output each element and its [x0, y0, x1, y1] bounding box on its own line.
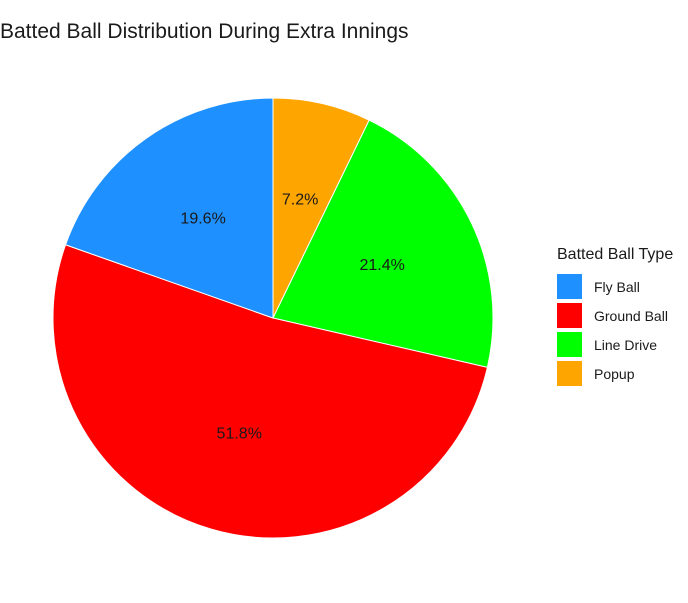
- legend-title: Batted Ball Type: [557, 246, 674, 263]
- pie-slice-fly-ball: [64, 97, 274, 319]
- pie-slice-popup: [272, 97, 370, 319]
- legend-swatch: [557, 361, 582, 386]
- legend-item-line-drive: Line Drive: [557, 330, 673, 359]
- legend: Batted Ball Type Fly Ball Ground Ball Line…: [557, 246, 673, 388]
- pie-slices: [52, 97, 494, 539]
- legend-items: Fly Ball Ground Ball Line Drive Popup: [557, 272, 673, 388]
- pie-slice-ground-ball: [52, 244, 488, 539]
- chart-title: Batted Ball Distribution During Extra In…: [0, 20, 409, 43]
- legend-label: Fly Ball: [594, 278, 640, 295]
- pie-label-ground-ball: 51.8%: [217, 425, 262, 442]
- legend-item-fly-ball: Fly Ball: [557, 272, 673, 301]
- legend-swatch: [557, 303, 582, 328]
- pie-label-fly-ball: 19.6%: [180, 210, 225, 227]
- legend-swatch: [557, 274, 582, 299]
- legend-label: Ground Ball: [594, 307, 668, 324]
- legend-item-ground-ball: Ground Ball: [557, 301, 673, 330]
- legend-label: Line Drive: [594, 336, 658, 353]
- legend-item-popup: Popup: [557, 359, 673, 388]
- legend-label: Popup: [594, 365, 635, 382]
- pie-slice-line-drive: [272, 119, 494, 368]
- pie-label-popup: 7.2%: [282, 191, 318, 208]
- pie-label-line-drive: 21.4%: [359, 257, 404, 274]
- pie-labels: 7.2% 21.4% 51.8% 19.6%: [180, 191, 404, 442]
- legend-swatch: [557, 332, 582, 357]
